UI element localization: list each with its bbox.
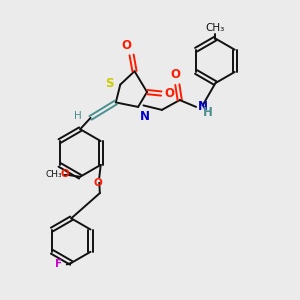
- Text: O: O: [60, 169, 69, 179]
- Text: O: O: [121, 39, 131, 52]
- Text: N: N: [140, 110, 150, 123]
- Text: O: O: [165, 87, 175, 100]
- Text: CH₃: CH₃: [206, 23, 225, 33]
- Text: O: O: [93, 178, 102, 188]
- Text: S: S: [105, 76, 114, 90]
- Text: N: N: [198, 100, 208, 113]
- Text: H: H: [74, 110, 82, 121]
- Text: H: H: [203, 106, 213, 119]
- Text: F: F: [55, 260, 62, 269]
- Text: O: O: [171, 68, 181, 81]
- Text: CH₃: CH₃: [46, 170, 62, 179]
